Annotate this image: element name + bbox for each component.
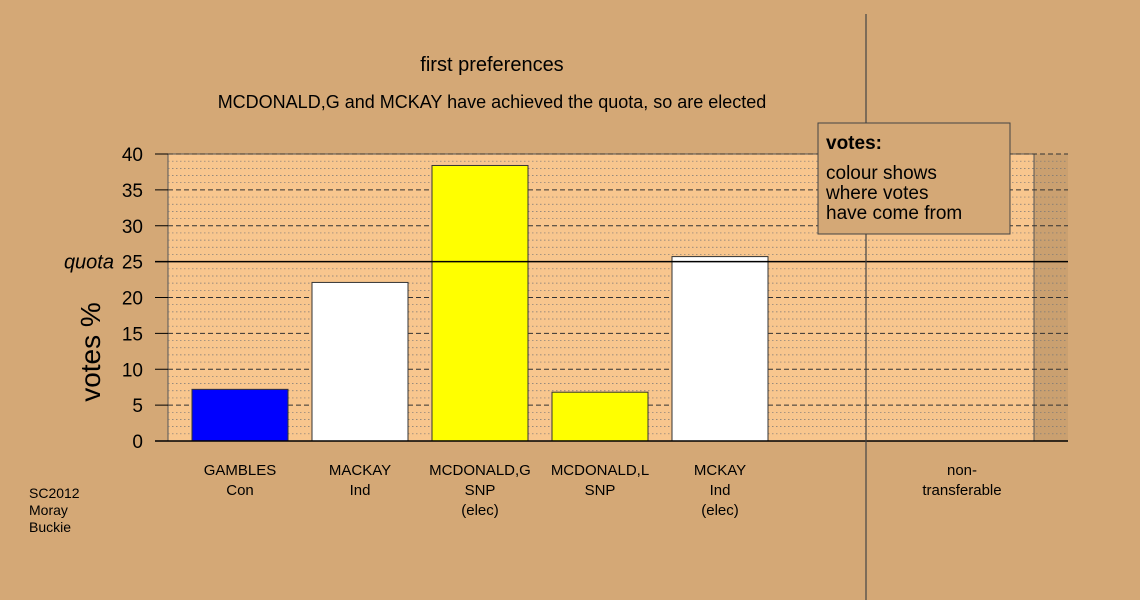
x-tick-label: MCKAY [694, 462, 746, 479]
x-tick-label: MCDONALD,L [551, 462, 649, 479]
x-tick-label: SNP [585, 482, 616, 499]
y-tick-label: 20 [122, 289, 143, 310]
x-tick-label: MACKAY [329, 462, 391, 479]
footer-line-1: SC2012 [29, 485, 80, 501]
bar [551, 391, 649, 442]
x-tick-label: GAMBLES [204, 462, 277, 479]
y-tick-label: 10 [122, 360, 143, 381]
y-tick-label: 0 [132, 432, 143, 453]
y-tick-label: 35 [122, 181, 143, 202]
legend-box [817, 122, 1011, 235]
x-tick-label: Ind [350, 482, 371, 499]
legend-line-2: where votes [825, 183, 928, 204]
bar [431, 164, 529, 442]
y-tick-label: 30 [122, 217, 143, 238]
footer-line-2: Moray [29, 502, 68, 518]
y-tick-label: 5 [132, 396, 143, 417]
footer-line-3: Buckie [29, 519, 71, 535]
bar [311, 281, 409, 442]
x-tick-label: (elec) [701, 502, 739, 519]
legend-title: votes: [826, 133, 882, 154]
chart-title: first preferences [420, 54, 563, 76]
bar [191, 388, 289, 442]
x-tick-label: (elec) [461, 502, 499, 519]
legend-line-1: colour shows [826, 163, 937, 184]
y-tick-label: 25 [122, 253, 143, 274]
x-tick-label: MCDONALD,G [429, 462, 531, 479]
legend-line-3: have come from [826, 203, 962, 224]
x-tick-label: Ind [710, 482, 731, 499]
quota-label: quota [64, 252, 114, 274]
legend: votes: colour shows where votes have com… [817, 122, 1011, 235]
x-tick-label: SNP [465, 482, 496, 499]
x-axis-labels: GAMBLES Con MACKAY Ind MCDONALD,G SNP (elec) MC… [204, 462, 1002, 519]
y-axis-label: votes % [75, 302, 106, 402]
bar [671, 256, 769, 442]
y-tick-label: 15 [122, 324, 143, 345]
chart-subtitle: MCDONALD,G and MCKAY have achieved the q… [218, 92, 767, 112]
y-tick-label: 40 [122, 145, 143, 166]
x-tick-label: non- [947, 462, 977, 479]
x-tick-label: transferable [922, 482, 1001, 499]
y-axis-ticks: 0 5 10 15 20 25 30 35 40 [122, 145, 168, 453]
bars [191, 164, 769, 442]
x-tick-label: Con [226, 482, 254, 499]
